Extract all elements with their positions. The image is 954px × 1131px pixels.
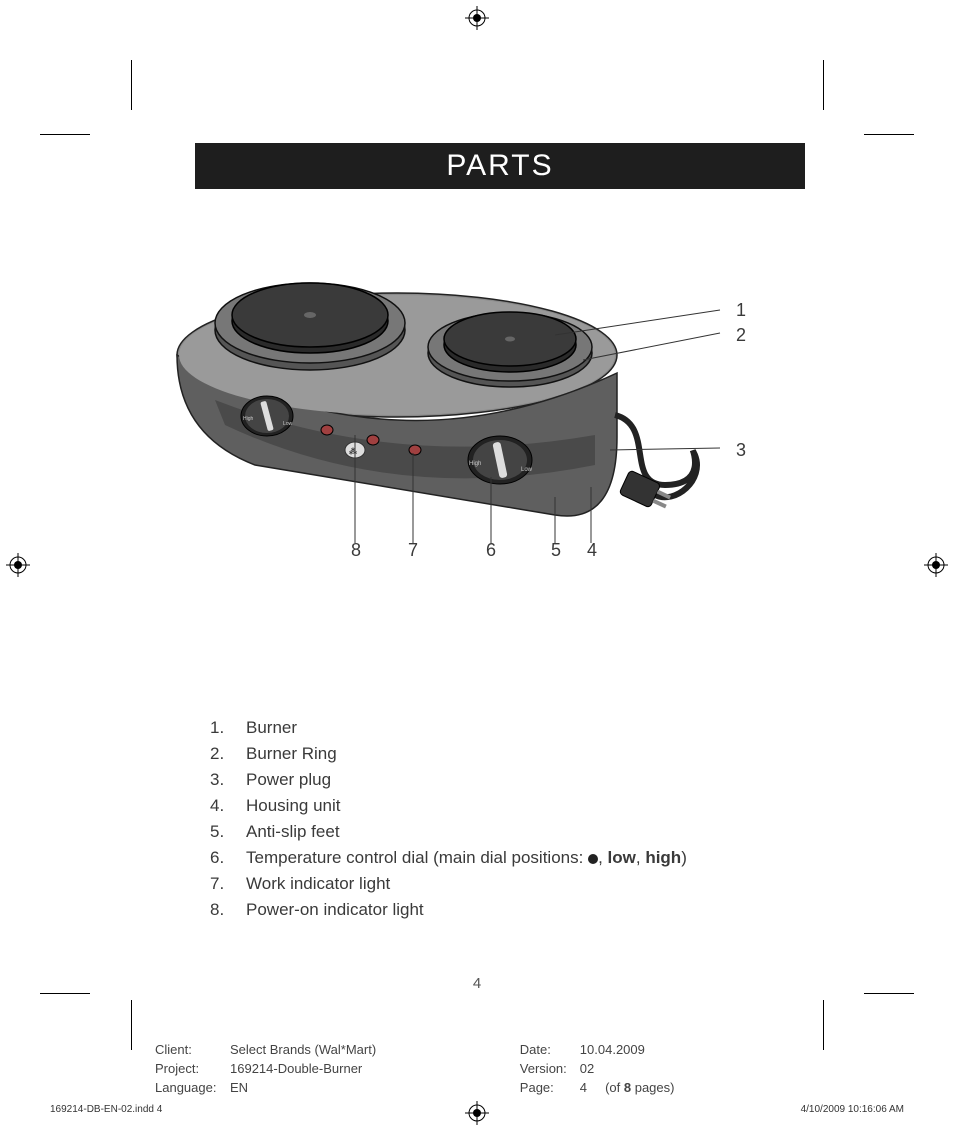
crop-mark	[131, 60, 132, 110]
crop-mark	[131, 1000, 132, 1050]
callout-number: 5	[551, 540, 561, 561]
svg-text:⁂: ⁂	[349, 446, 357, 456]
registration-mark-left	[6, 553, 30, 577]
svg-text:Low: Low	[521, 467, 533, 473]
section-title-banner: PARTS	[195, 143, 805, 189]
svg-text:High: High	[469, 461, 481, 467]
list-item: 7.Work indicator light	[210, 871, 687, 897]
crop-mark	[40, 134, 90, 135]
callout-number: 8	[351, 540, 361, 561]
callout-number: 7	[408, 540, 418, 561]
callout-number: 2	[736, 325, 746, 346]
registration-mark-top	[465, 6, 489, 30]
crop-mark	[823, 60, 824, 110]
footer-filename: 169214-DB-EN-02.indd 4	[50, 1104, 162, 1115]
list-item: 4.Housing unit	[210, 793, 687, 819]
crop-mark	[864, 134, 914, 135]
print-slug: Client:Select Brands (Wal*Mart) Project:…	[155, 1040, 674, 1097]
callout-number: 4	[587, 540, 597, 561]
page-number: 4	[0, 975, 954, 992]
list-item: 2.Burner Ring	[210, 741, 687, 767]
registration-mark-bottom	[465, 1101, 489, 1125]
callout-number: 6	[486, 540, 496, 561]
crop-mark	[40, 993, 90, 994]
list-item: 1.Burner	[210, 715, 687, 741]
list-item: 8.Power-on indicator light	[210, 897, 687, 923]
footer-timestamp: 4/10/2009 10:16:06 AM	[801, 1104, 904, 1115]
crop-mark	[823, 1000, 824, 1050]
registration-mark-right	[924, 553, 948, 577]
list-item: 5.Anti-slip feet	[210, 819, 687, 845]
callout-number: 1	[736, 300, 746, 321]
parts-list: 1.Burner 2.Burner Ring 3.Power plug 4.Ho…	[210, 715, 687, 923]
list-item: 6.Temperature control dial (main dial po…	[210, 845, 687, 871]
svg-text:Low: Low	[283, 421, 293, 427]
callout-number: 3	[736, 440, 746, 461]
crop-mark	[864, 993, 914, 994]
svg-text:High: High	[243, 416, 254, 422]
list-item: 3.Power plug	[210, 767, 687, 793]
product-diagram: High Low ⁂ High Low	[155, 225, 795, 575]
